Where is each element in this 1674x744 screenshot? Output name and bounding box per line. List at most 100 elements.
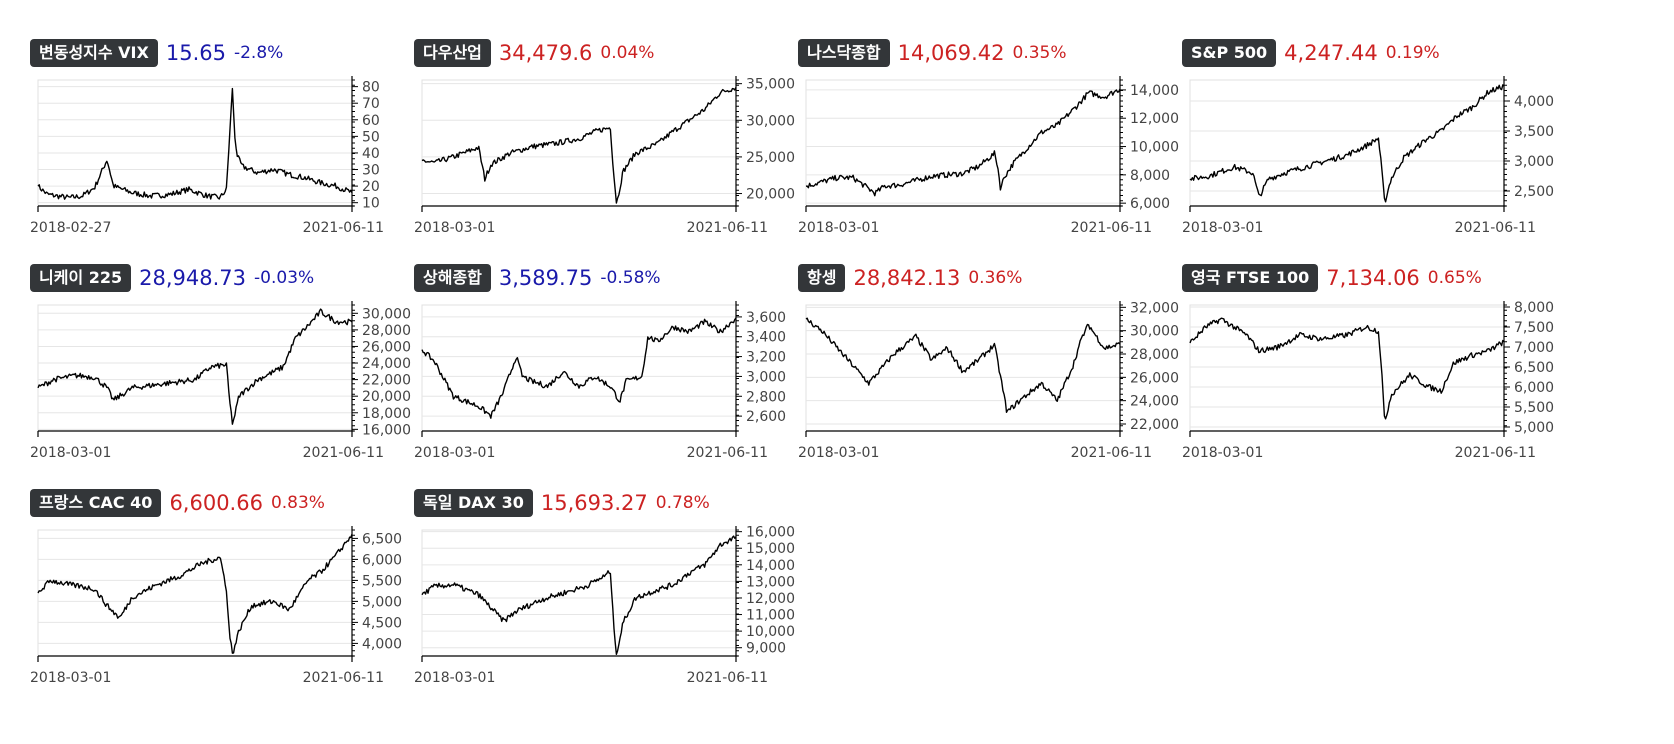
index-price: 15,693.27 xyxy=(540,491,648,515)
index-name-badge[interactable]: 영국 FTSE 100 xyxy=(1182,264,1319,292)
y-tick-label: 30,000 xyxy=(362,306,411,322)
y-tick-label: 20 xyxy=(362,179,380,195)
line-chart: 2,500 3,000 3,500 4,000 2018-03-01 2021-06-11 xyxy=(1182,76,1554,236)
y-tick-label: 28,000 xyxy=(1130,347,1179,363)
y-tick-label: 3,500 xyxy=(1514,124,1554,140)
x-tick-label: 2021-06-11 xyxy=(303,220,384,236)
y-tick-label: 35,000 xyxy=(746,77,795,93)
plot-frame xyxy=(1189,304,1505,432)
index-card[interactable]: 변동성지수 VIX 15.65 -2.8% 10 20 30 40 50 60 70 80 2018-… xyxy=(30,38,430,270)
price-series-line xyxy=(37,87,353,200)
y-tick-label: 8,000 xyxy=(1130,168,1170,184)
y-tick-label: 6,000 xyxy=(1514,380,1554,396)
index-header: 나스닥종합 14,069.42 0.35% xyxy=(798,38,1067,68)
y-tick-label: 20,000 xyxy=(362,389,411,405)
index-price: 3,589.75 xyxy=(498,266,593,290)
y-tick-label: 70 xyxy=(362,96,380,112)
index-change-percent: 0.04% xyxy=(600,43,655,63)
y-tick-label: 30,000 xyxy=(1130,324,1179,340)
y-tick-label: 12,000 xyxy=(1130,111,1179,127)
index-header: S&P 500 4,247.44 0.19% xyxy=(1182,38,1440,68)
index-card[interactable]: 프랑스 CAC 40 6,600.66 0.83% 4,000 4,500 5,000 5,… xyxy=(30,488,430,720)
index-change-percent: 0.36% xyxy=(968,268,1023,288)
plot-frame xyxy=(37,304,353,432)
y-tick-label: 2,600 xyxy=(746,409,786,425)
y-tick-label: 5,500 xyxy=(362,573,402,589)
x-tick-label: 2018-03-01 xyxy=(414,670,495,686)
y-tick-label: 4,000 xyxy=(1514,94,1554,110)
index-change-percent: 0.65% xyxy=(1427,268,1482,288)
y-tick-label: 28,000 xyxy=(362,323,411,339)
x-tick-label: 2018-03-01 xyxy=(798,220,879,236)
y-tick-label: 24,000 xyxy=(1130,394,1179,410)
y-tick-label: 12,000 xyxy=(746,591,795,607)
y-tick-label: 6,000 xyxy=(1130,196,1170,212)
price-series-line xyxy=(805,88,1121,197)
index-card[interactable]: 항셍 28,842.13 0.36% 22,000 24,000 26,000 28,000… xyxy=(798,263,1198,495)
y-tick-label: 8,000 xyxy=(1514,300,1554,316)
index-name-badge[interactable]: 니케이 225 xyxy=(30,264,132,292)
y-tick-label: 2,500 xyxy=(1514,184,1554,200)
index-header: 영국 FTSE 100 7,134.06 0.65% xyxy=(1182,263,1482,293)
y-tick-label: 10,000 xyxy=(746,624,795,640)
x-tick-label: 2021-06-11 xyxy=(303,670,384,686)
index-card[interactable]: 영국 FTSE 100 7,134.06 0.65% 5,000 5,500 6,000 6… xyxy=(1182,263,1582,495)
y-tick-label: 6,500 xyxy=(1514,360,1554,376)
y-tick-label: 22,000 xyxy=(362,373,411,389)
y-tick-label: 4,000 xyxy=(362,636,402,652)
y-tick-label: 50 xyxy=(362,129,380,145)
x-tick-label: 2018-02-27 xyxy=(30,220,111,236)
index-card[interactable]: 상해종합 3,589.75 -0.58% 2,600 2,800 3,000 3,200 3,… xyxy=(414,263,814,495)
x-tick-label: 2021-06-11 xyxy=(1455,220,1536,236)
index-name-badge[interactable]: 프랑스 CAC 40 xyxy=(30,489,162,517)
price-series-line xyxy=(421,535,737,656)
index-price: 14,069.42 xyxy=(897,41,1005,65)
x-tick-label: 2018-03-01 xyxy=(798,445,879,461)
line-chart: 22,000 24,000 26,000 28,000 30,000 32,000 2018… xyxy=(798,300,1179,461)
y-tick-label: 3,000 xyxy=(1514,154,1554,170)
x-tick-label: 2018-03-01 xyxy=(414,220,495,236)
index-name-badge[interactable]: 변동성지수 VIX xyxy=(30,39,158,67)
index-change-percent: 0.19% xyxy=(1385,43,1440,63)
y-tick-label: 20,000 xyxy=(746,187,795,203)
index-header: 변동성지수 VIX 15.65 -2.8% xyxy=(30,38,283,68)
x-tick-label: 2021-06-11 xyxy=(687,445,768,461)
index-change-percent: 0.83% xyxy=(270,493,325,513)
index-name-badge[interactable]: 다우산업 xyxy=(414,39,491,67)
index-name-badge[interactable]: 항셍 xyxy=(798,264,846,292)
price-series-line xyxy=(421,87,737,204)
index-name-badge[interactable]: 나스닥종합 xyxy=(798,39,890,67)
price-series-line xyxy=(37,533,353,654)
x-tick-label: 2021-06-11 xyxy=(1071,445,1152,461)
y-tick-label: 22,000 xyxy=(1130,417,1179,433)
index-card[interactable]: 다우산업 34,479.6 0.04% 20,000 25,000 30,000 35,00… xyxy=(414,38,814,270)
x-tick-label: 2018-03-01 xyxy=(414,445,495,461)
index-change-percent: -0.03% xyxy=(254,268,315,288)
y-tick-label: 80 xyxy=(362,80,380,96)
plot-frame xyxy=(421,304,737,432)
index-name-badge[interactable]: 독일 DAX 30 xyxy=(414,489,533,517)
index-card[interactable]: 독일 DAX 30 15,693.27 0.78% 9,000 10,000 11,000… xyxy=(414,488,814,720)
y-tick-label: 3,600 xyxy=(746,310,786,326)
y-tick-label: 3,400 xyxy=(746,330,786,346)
index-name-badge[interactable]: S&P 500 xyxy=(1182,39,1277,67)
index-name-badge[interactable]: 상해종합 xyxy=(414,264,491,292)
y-tick-label: 18,000 xyxy=(362,406,411,422)
line-chart: 2,600 2,800 3,000 3,200 3,400 3,600 2018-03-01… xyxy=(414,301,786,461)
plot-frame xyxy=(37,79,353,207)
y-tick-label: 11,000 xyxy=(746,608,795,624)
index-card[interactable]: S&P 500 4,247.44 0.19% 2,500 3,000 3,500 4,000… xyxy=(1182,38,1582,270)
x-tick-label: 2018-03-01 xyxy=(1182,220,1263,236)
y-tick-label: 5,000 xyxy=(1514,420,1554,436)
y-tick-label: 9,000 xyxy=(746,641,786,657)
y-tick-label: 10 xyxy=(362,196,380,212)
y-tick-label: 5,500 xyxy=(1514,400,1554,416)
index-card[interactable]: 나스닥종합 14,069.42 0.35% 6,000 8,000 10,000 12,00… xyxy=(798,38,1198,270)
y-tick-label: 4,500 xyxy=(362,615,402,631)
y-tick-label: 3,200 xyxy=(746,350,786,366)
index-header: 프랑스 CAC 40 6,600.66 0.83% xyxy=(30,488,325,518)
index-change-percent: 0.35% xyxy=(1012,43,1067,63)
index-card[interactable]: 니케이 225 28,948.73 -0.03% 16,000 18,000 20,000… xyxy=(30,263,430,495)
y-tick-label: 26,000 xyxy=(362,339,411,355)
